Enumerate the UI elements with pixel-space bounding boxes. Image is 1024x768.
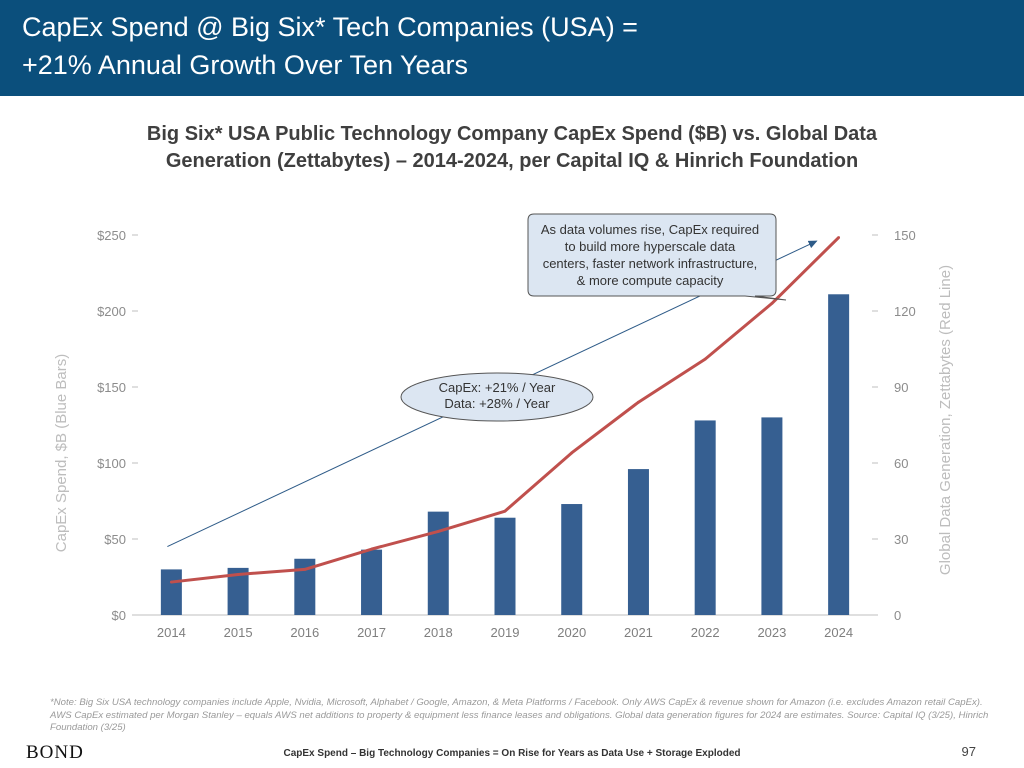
x-tick-label: 2018 — [424, 625, 453, 640]
data-point-2024 — [837, 236, 841, 239]
x-tick-label: 2024 — [824, 625, 853, 640]
x-tick-label: 2021 — [624, 625, 653, 640]
chart-title: Big Six* USA Public Technology Company C… — [40, 121, 984, 175]
data-point-2016 — [303, 568, 307, 571]
growth-rate-text: Data: +28% / Year — [444, 396, 550, 411]
y-left-tick-label: $0 — [112, 608, 126, 623]
x-tick-label: 2015 — [224, 625, 253, 640]
x-tick-label: 2019 — [491, 625, 520, 640]
insight-callout-text: centers, faster network infrastructure, — [543, 256, 758, 271]
x-tick-label: 2017 — [357, 625, 386, 640]
y-left-tick-label: $150 — [97, 380, 126, 395]
bond-logo: BOND — [26, 742, 84, 763]
data-point-2019 — [503, 509, 507, 513]
insight-callout-text: As data volumes rise, CapEx required — [541, 222, 759, 237]
y-right-tick-label: 60 — [894, 456, 908, 471]
y-left-tick-label: $250 — [97, 228, 126, 243]
capex-bar-2023 — [761, 417, 783, 615]
capex-bar-2022 — [694, 420, 716, 615]
data-point-2017 — [370, 547, 373, 551]
y-left-tick-label: $50 — [104, 532, 126, 547]
chart-title-line-1: Big Six* USA Public Technology Company C… — [146, 123, 878, 145]
x-tick-label: 2022 — [691, 625, 720, 640]
capex-bar-2024 — [828, 294, 850, 615]
capex-bar-2015 — [227, 567, 249, 615]
y-left-axis-title: CapEx Spend, $B (Blue Bars) — [53, 354, 70, 552]
y-left-tick-label: $100 — [97, 456, 126, 471]
footnote: *Note: Big Six USA technology companies … — [50, 697, 989, 733]
growth-rate-text: CapEx: +21% / Year — [439, 380, 556, 395]
x-tick-label: 2023 — [757, 625, 786, 640]
capex-bar-2017 — [361, 549, 383, 615]
insight-callout-text: to build more hyperscale data — [565, 239, 736, 254]
data-point-2020 — [570, 451, 574, 455]
insight-callout-text: & more compute capacity — [577, 273, 724, 288]
capex-bar-2014 — [160, 569, 182, 615]
y-right-tick-label: 150 — [894, 228, 916, 243]
y-right-axis-title: Global Data Generation, Zettabytes (Red … — [937, 265, 954, 575]
page-number: 97 — [961, 744, 976, 759]
slide-title-line-1: CapEx Spend @ Big Six* Tech Companies (U… — [22, 12, 638, 42]
x-tick-label: 2020 — [557, 625, 586, 640]
slide-header: CapEx Spend @ Big Six* Tech Companies (U… — [0, 0, 1024, 96]
y-left-tick-label: $200 — [97, 304, 126, 319]
footer-caption: CapEx Spend – Big Technology Companies =… — [283, 748, 741, 759]
data-point-2014 — [169, 580, 173, 584]
capex-bar-2018 — [427, 511, 449, 615]
data-point-2018 — [436, 530, 440, 533]
capex-bar-2019 — [494, 517, 516, 615]
data-point-2015 — [236, 573, 240, 576]
x-tick-label: 2014 — [157, 625, 186, 640]
capex-bar-2016 — [294, 558, 316, 615]
slide-title-line-2: +21% Annual Growth Over Ten Years — [22, 50, 469, 80]
y-right-tick-label: 90 — [894, 380, 908, 395]
y-right-tick-label: 120 — [894, 304, 916, 319]
data-point-2021 — [637, 400, 640, 404]
data-point-2022 — [703, 357, 707, 361]
capex-bar-2021 — [627, 469, 649, 615]
y-right-tick-label: 0 — [894, 608, 901, 623]
capex-bar-2020 — [561, 504, 583, 615]
growth-rate-ellipse — [400, 372, 594, 422]
insight-callout-bubble — [527, 213, 787, 301]
data-point-2023 — [770, 302, 774, 305]
x-tick-label: 2016 — [290, 625, 319, 640]
y-right-tick-label: 30 — [894, 532, 908, 547]
chart-title-line-2: Generation (Zettabytes) – 2014-2024, per… — [165, 150, 859, 172]
